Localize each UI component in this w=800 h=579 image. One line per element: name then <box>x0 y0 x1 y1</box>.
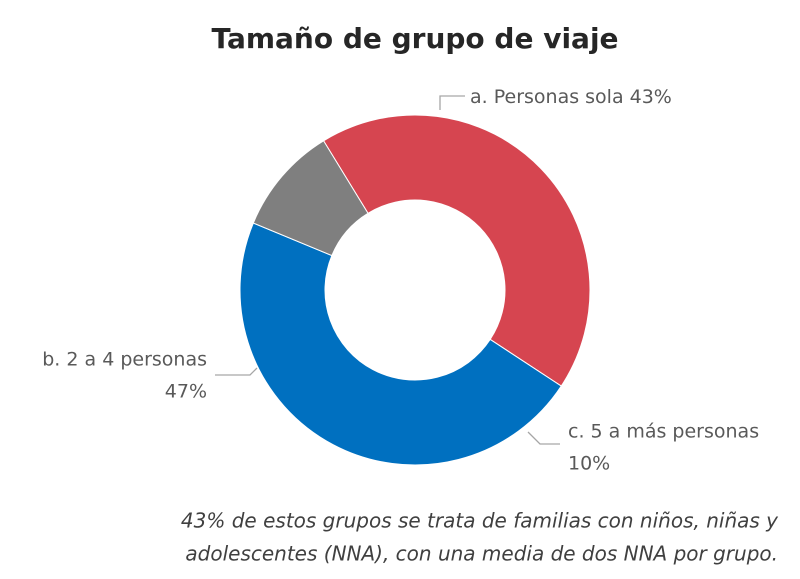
leader-line <box>527 431 560 445</box>
slice-value-label: 43% <box>630 86 672 108</box>
slice <box>252 140 369 257</box>
slice-label: a. Personas sola <box>470 86 624 108</box>
leader-line <box>439 95 465 110</box>
leader-line <box>215 367 258 376</box>
caption-line: adolescentes (NNA), con una media de dos… <box>185 542 778 566</box>
slice-value-label: 10% <box>568 453 610 475</box>
slice-label: b. 2 a 4 personas <box>42 349 207 371</box>
chart-title: Tamaño de grupo de viaje <box>211 22 618 55</box>
slice-value-label: 47% <box>165 381 207 403</box>
slice <box>239 222 562 466</box>
slice <box>322 114 591 387</box>
slice-label-group: a. Personas sola 43% <box>470 86 672 108</box>
caption-line: 43% de estos grupos se trata de familias… <box>181 509 779 533</box>
slice-label: c. 5 a más personas <box>568 421 759 443</box>
